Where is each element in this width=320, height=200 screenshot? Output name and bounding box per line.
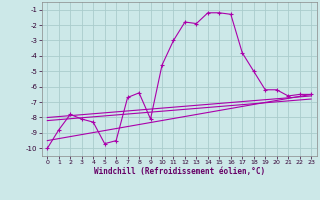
X-axis label: Windchill (Refroidissement éolien,°C): Windchill (Refroidissement éolien,°C) (94, 167, 265, 176)
